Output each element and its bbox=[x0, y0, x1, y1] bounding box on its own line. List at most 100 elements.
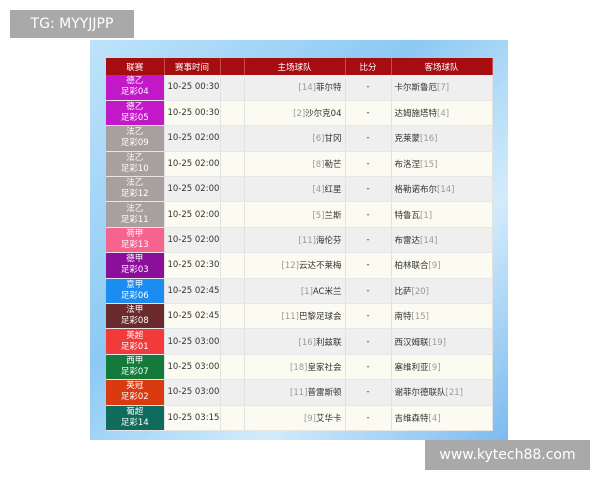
league-cell: 法乙 足彩11 bbox=[106, 201, 165, 228]
league-name: 法乙 bbox=[126, 152, 144, 163]
table-row: 法乙 足彩12 10-25 02:00 [4]红星 - 格勒诺布尔[14] bbox=[106, 176, 493, 203]
home-team: 云达不莱梅 bbox=[298, 261, 342, 272]
time-cell: 10-25 02:00 bbox=[164, 176, 221, 203]
home-rank: [11] bbox=[281, 312, 299, 323]
table-row: 英冠 足彩02 10-25 03:00 [11]普雷斯顿 - 谢菲尔德联队[21] bbox=[106, 379, 493, 406]
league-cell: 意甲 足彩06 bbox=[106, 278, 165, 305]
league-cell: 英超 足彩01 bbox=[106, 328, 165, 355]
table-row: 德甲 足彩03 10-25 02:30 [12]云达不莱梅 - 柏林联合[9] bbox=[106, 252, 493, 279]
home-cell: [11]普雷斯顿 bbox=[244, 379, 346, 406]
league-name: 法乙 bbox=[126, 178, 144, 189]
spacer-cell bbox=[220, 201, 245, 228]
time-cell: 10-25 03:00 bbox=[164, 328, 221, 355]
table-row: 法甲 足彩08 10-25 02:45 [11]巴黎足球会 - 南特[15] bbox=[106, 303, 493, 330]
lottery-code: 足彩06 bbox=[120, 290, 149, 301]
home-cell: [18]皇家社会 bbox=[244, 354, 346, 381]
home-team: 红星 bbox=[324, 185, 342, 196]
home-team: AC米兰 bbox=[312, 286, 342, 297]
away-team: 柏林联合 bbox=[394, 261, 429, 272]
away-rank: [21] bbox=[445, 388, 463, 399]
home-cell: [4]红星 bbox=[244, 176, 346, 203]
away-team: 克莱蒙 bbox=[394, 134, 421, 145]
away-rank: [14] bbox=[420, 236, 438, 247]
home-team: 海伦芬 bbox=[315, 236, 342, 247]
home-cell: [16]利兹联 bbox=[244, 328, 346, 355]
league-name: 葡超 bbox=[126, 406, 144, 417]
league-cell: 德甲 足彩03 bbox=[106, 252, 165, 279]
match-schedule-table: 联赛 赛事时间 主场球队 比分 客场球队 德乙 足彩04 10-25 00:30 … bbox=[106, 58, 493, 431]
league-cell: 西甲 足彩07 bbox=[106, 354, 165, 381]
home-cell: [11]巴黎足球会 bbox=[244, 303, 346, 330]
away-rank: [16] bbox=[420, 134, 438, 145]
spacer-cell bbox=[220, 75, 245, 101]
lottery-code: 足彩03 bbox=[120, 265, 149, 276]
away-team: 比萨 bbox=[394, 286, 412, 297]
away-cell: 卡尔斯鲁厄[7] bbox=[391, 75, 493, 101]
away-cell: 布雷达[14] bbox=[391, 227, 493, 254]
home-rank: [12] bbox=[281, 261, 299, 272]
away-team: 谢菲尔德联队 bbox=[394, 388, 446, 399]
home-rank: [9] bbox=[303, 413, 316, 424]
league-name: 英超 bbox=[126, 330, 144, 341]
away-cell: 布洛涅[15] bbox=[391, 151, 493, 178]
watermark-bottom: www.kytech88.com bbox=[425, 440, 590, 470]
home-rank: [4] bbox=[312, 185, 325, 196]
away-team: 西汉姆联 bbox=[394, 337, 429, 348]
spacer-cell bbox=[220, 405, 245, 431]
away-cell: 柏林联合[9] bbox=[391, 252, 493, 279]
table-row: 法乙 足彩09 10-25 02:00 [6]甘冈 - 克莱蒙[16] bbox=[106, 125, 493, 152]
table-header: 联赛 赛事时间 主场球队 比分 客场球队 bbox=[106, 58, 493, 75]
league-cell: 法乙 足彩10 bbox=[106, 151, 165, 178]
away-team: 特鲁瓦 bbox=[394, 210, 421, 221]
header-home: 主场球队 bbox=[244, 58, 346, 75]
away-cell: 塞维利亚[9] bbox=[391, 354, 493, 381]
score-cell: - bbox=[345, 100, 392, 127]
header-score: 比分 bbox=[345, 58, 392, 75]
score-cell: - bbox=[345, 379, 392, 406]
time-cell: 10-25 02:45 bbox=[164, 278, 221, 305]
home-team: 兰斯 bbox=[324, 210, 342, 221]
score-cell: - bbox=[345, 75, 392, 101]
away-team: 格勒诺布尔 bbox=[394, 185, 438, 196]
away-team: 达姆施塔特 bbox=[394, 109, 438, 120]
away-team: 布雷达 bbox=[394, 236, 421, 247]
score-cell: - bbox=[345, 405, 392, 431]
home-rank: [6] bbox=[312, 134, 325, 145]
table-row: 荷甲 足彩13 10-25 02:00 [11]海伦芬 - 布雷达[14] bbox=[106, 227, 493, 254]
away-rank: [14] bbox=[437, 185, 455, 196]
league-name: 德乙 bbox=[126, 102, 144, 113]
home-team: 勒芒 bbox=[324, 159, 342, 170]
league-name: 法乙 bbox=[126, 203, 144, 214]
time-cell: 10-25 03:00 bbox=[164, 354, 221, 381]
watermark-top: TG: MYYJJPP bbox=[10, 10, 134, 38]
spacer-cell bbox=[220, 252, 245, 279]
home-rank: [1] bbox=[300, 286, 313, 297]
lottery-code: 足彩08 bbox=[120, 316, 149, 327]
table-row: 德乙 足彩05 10-25 00:30 [2]沙尔克04 - 达姆施塔特[4] bbox=[106, 100, 493, 127]
away-rank: [15] bbox=[420, 159, 438, 170]
lottery-code: 足彩10 bbox=[120, 163, 149, 174]
home-rank: [16] bbox=[298, 337, 316, 348]
lottery-code: 足彩07 bbox=[120, 366, 149, 377]
score-cell: - bbox=[345, 303, 392, 330]
league-name: 西甲 bbox=[126, 355, 144, 366]
score-cell: - bbox=[345, 227, 392, 254]
score-cell: - bbox=[345, 201, 392, 228]
table-row: 德乙 足彩04 10-25 00:30 [14]菲尔特 - 卡尔斯鲁厄[7] bbox=[106, 75, 493, 101]
home-rank: [2] bbox=[293, 109, 306, 120]
score-cell: - bbox=[345, 151, 392, 178]
league-name: 荷甲 bbox=[126, 229, 144, 240]
lottery-code: 足彩02 bbox=[120, 392, 149, 403]
away-cell: 吉维森特[4] bbox=[391, 405, 493, 431]
away-cell: 比萨[20] bbox=[391, 278, 493, 305]
home-rank: [8] bbox=[312, 159, 325, 170]
header-league: 联赛 bbox=[106, 58, 165, 75]
home-cell: [9]艾华卡 bbox=[244, 405, 346, 431]
time-cell: 10-25 02:00 bbox=[164, 125, 221, 152]
home-team: 沙尔克04 bbox=[305, 109, 342, 120]
lottery-code: 足彩12 bbox=[120, 189, 149, 200]
time-cell: 10-25 02:00 bbox=[164, 227, 221, 254]
time-cell: 10-25 02:00 bbox=[164, 201, 221, 228]
spacer-cell bbox=[220, 151, 245, 178]
table-row: 意甲 足彩06 10-25 02:45 [1]AC米兰 - 比萨[20] bbox=[106, 278, 493, 305]
